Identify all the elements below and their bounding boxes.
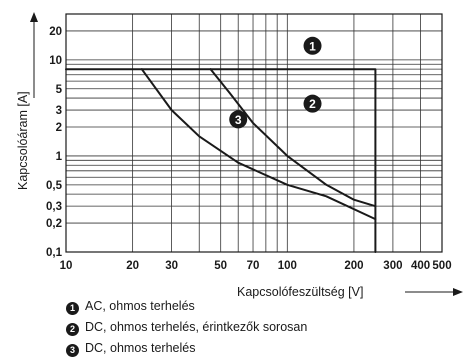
series-markers: 1 2 3 (229, 36, 322, 129)
y-axis-label: Kapcsolóáram [A] (16, 91, 30, 190)
x-axis-label: Kapcsolófeszültség [V] (237, 285, 363, 299)
y-tick-label: 5 (56, 84, 63, 96)
series-marker-1 (303, 36, 322, 55)
x-tick-label: 500 (432, 260, 451, 272)
x-tick-label: 50 (214, 260, 227, 272)
x-tick-label: 10 (60, 260, 73, 272)
y-tick-label: 0,5 (46, 180, 63, 192)
legend-item-2: 2 DC, ohmos terhelés, érintkezők sorosan (66, 320, 307, 336)
y-tick-label: 3 (56, 105, 62, 117)
series-marker-label-1: 1 (309, 39, 316, 53)
series-marker-2 (303, 94, 322, 113)
y-axis-arrowhead (30, 12, 38, 22)
x-tick-label: 70 (247, 260, 260, 272)
series-line-1 (65, 68, 377, 253)
x-tick-label: 200 (344, 260, 363, 272)
y-tick-label: 1 (56, 151, 63, 163)
legend-label-3: DC, ohmos terhelés (85, 341, 196, 355)
series-line-2 (209, 68, 377, 208)
legend-label-2: DC, ohmos terhelés, érintkezők sorosan (85, 320, 308, 334)
legend-item-3: 3 DC, ohmos terhelés (66, 341, 195, 357)
y-tick-label: 0,1 (46, 247, 63, 259)
series-marker-label-3: 3 (235, 113, 242, 127)
tick-labels: 10 20 30 50 70 100 200 300 400 500 0,1 0,2 0,3 0,5 1 2 3… (46, 26, 452, 272)
series-marker-label-2: 2 (309, 97, 316, 111)
legend-label-1: AC, ohmos terhelés (85, 299, 195, 313)
y-tick-label: 0,2 (46, 218, 62, 230)
x-axis-arrowhead (453, 288, 463, 296)
y-tick-label: 2 (56, 122, 62, 134)
x-tick-label: 20 (126, 260, 139, 272)
x-tick-label: 300 (383, 260, 402, 272)
axes (65, 13, 443, 253)
y-tick-label: 20 (49, 26, 62, 38)
legend-badge-1: 1 (66, 302, 79, 315)
x-tick-label: 100 (278, 260, 297, 272)
y-tick-label: 0,3 (46, 201, 62, 213)
series-marker-3 (229, 110, 248, 129)
series-line-3 (140, 68, 377, 221)
plot-frame (65, 13, 443, 253)
series-layer (65, 68, 377, 253)
legend-badge-2: 2 (66, 323, 79, 336)
legend-badge-3: 3 (66, 344, 79, 357)
x-tick-label: 400 (411, 260, 430, 272)
grid (66, 14, 442, 252)
y-tick-label: 10 (49, 55, 62, 67)
legend-item-1: 1 AC, ohmos terhelés (66, 299, 195, 315)
x-tick-label: 30 (165, 260, 178, 272)
